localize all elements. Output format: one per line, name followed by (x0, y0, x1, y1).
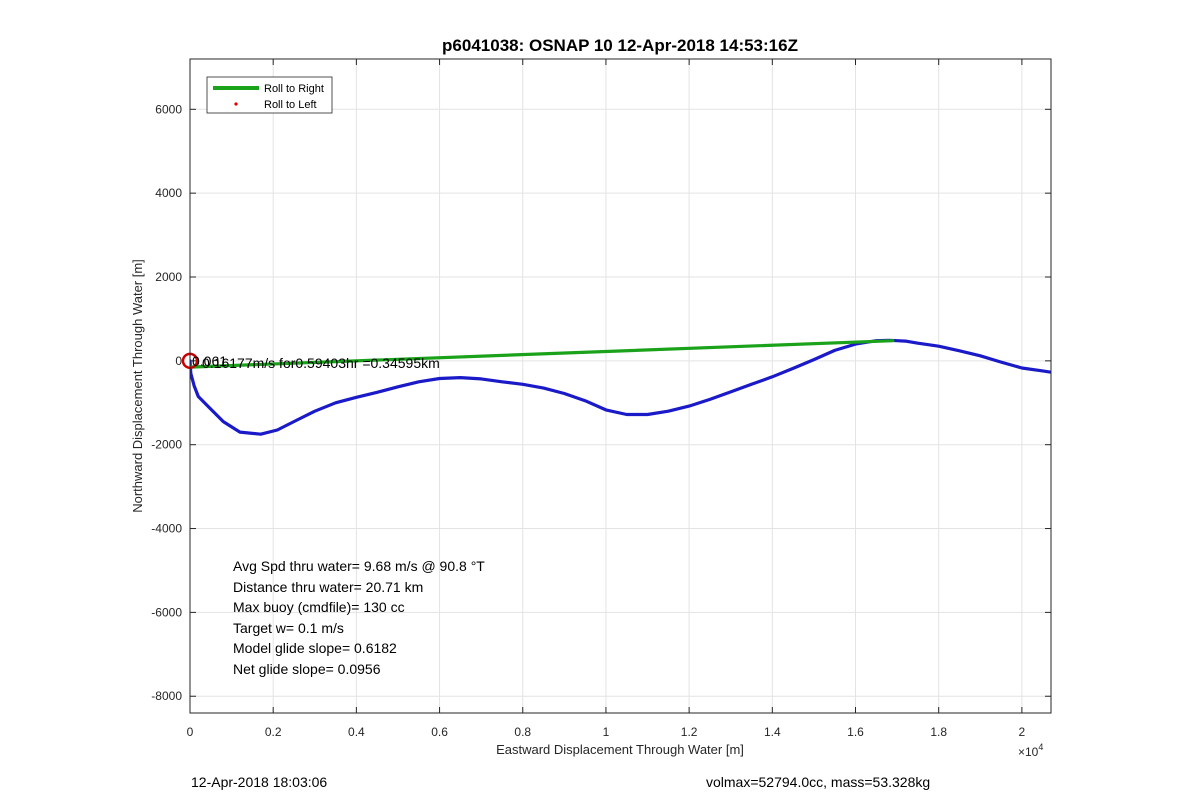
roll-right-line (190, 339, 895, 369)
y-tick-label: 6000 (155, 102, 182, 116)
plot-area-background (190, 59, 1051, 713)
x-tick-label: 0.4 (348, 725, 365, 739)
chart-title: p6041038: OSNAP 10 12-Apr-2018 14:53:16Z (442, 36, 798, 55)
legend-label-roll-right: Roll to Right (264, 83, 324, 95)
x-tick-label: 2 (1019, 725, 1026, 739)
overlay-label-time: 0.061 (192, 353, 227, 369)
y-tick-label: -6000 (151, 605, 182, 619)
legend-box (206, 76, 333, 114)
x-tick-label: 0.8 (514, 725, 531, 739)
legend-marker-roll-left (234, 102, 238, 106)
stat-model-glide: Model glide slope= 0.6182 (233, 640, 397, 656)
glider-track-line (190, 338, 1051, 436)
grid-lines (189, 59, 1051, 713)
stat-target-w: Target w= 0.1 m/s (233, 620, 344, 636)
legend-label-roll-left: Roll to Left (264, 99, 317, 111)
y-tick-label: 0 (175, 354, 182, 368)
y-tick-label: 2000 (155, 270, 182, 284)
legend: Roll to Right Roll to Left (206, 76, 333, 114)
x-tick-label: 0.2 (265, 725, 282, 739)
x-tick-label: 0.6 (431, 725, 448, 739)
overlay-label-current: 0.16177m/s for0.59403hr =0.34595km (202, 355, 440, 371)
stat-max-buoy: Max buoy (cmdfile)= 130 cc (233, 599, 405, 615)
y-axis-label: Northward Displacement Through Water [m] (130, 259, 145, 513)
stats-annotation: Avg Spd thru water= 9.68 m/s @ 90.8 °T D… (233, 558, 485, 677)
y-tick-label: -4000 (151, 522, 182, 536)
x-tick-label: 1.4 (764, 725, 781, 739)
x-tick-label: 1.2 (681, 725, 698, 739)
x-tick-label: 1.8 (930, 725, 947, 739)
y-tick-label: -2000 (151, 438, 182, 452)
plot-frame (189, 58, 1052, 714)
stat-avg-speed: Avg Spd thru water= 9.68 m/s @ 90.8 °T (233, 558, 485, 574)
footer-stats: volmax=52794.0cc, mass=53.328kg (706, 774, 931, 790)
x-tick-label: 0 (187, 725, 194, 739)
stat-distance: Distance thru water= 20.71 km (233, 579, 423, 595)
x-axis-label: Eastward Displacement Through Water [m] (496, 742, 744, 757)
y-tick-label: -8000 (151, 689, 182, 703)
x-tick-label: 1.6 (847, 725, 864, 739)
x-exponent-label: ×104 (1018, 742, 1043, 759)
footer-date: 12-Apr-2018 18:03:06 (191, 774, 328, 790)
stat-net-glide: Net glide slope= 0.0956 (233, 661, 381, 677)
tick-labels: 0 0.2 0.4 0.6 0.8 1 1.2 1.4 1.6 1.8 2 -8000 -6000 -40… (151, 102, 1025, 739)
x-tick-label: 1 (603, 725, 610, 739)
y-tick-label: 4000 (155, 186, 182, 200)
